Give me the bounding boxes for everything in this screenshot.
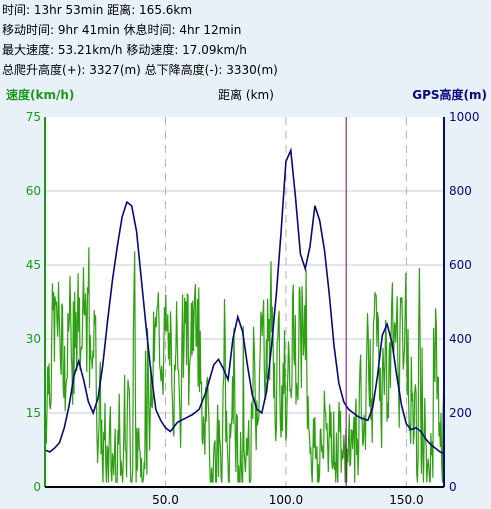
left-tick-label: 15 [26,406,41,420]
stats-line-ascent-descent: 总爬升高度(+): 3327(m) 总下降高度(-): 3330(m) [2,63,278,77]
x-tick-label: 100.0 [269,493,303,507]
axes [44,117,445,488]
tick-labels: 0 15 30 45 60 75 0 200 400 600 800 1000 50.0 100.0 150… [26,110,480,507]
trip-stats-panel: 时间: 13hr 53min 距离: 165.6km 移动时间: 9hr 41m… [0,0,491,80]
right-axis-label: GPS高度(m) [412,87,487,102]
right-tick-label: 1000 [449,110,480,124]
left-tick-label: 30 [26,332,41,346]
left-tick-label: 75 [26,110,41,124]
speed-series [44,247,445,483]
right-tick-label: 200 [449,406,472,420]
right-tick-label: 400 [449,332,472,346]
right-tick-label: 600 [449,258,472,272]
x-tick-label: 50.0 [152,493,179,507]
right-tick-label: 0 [449,480,457,494]
right-tick-label: 800 [449,184,472,198]
stats-line-time-distance: 时间: 13hr 53min 距离: 165.6km [2,3,193,17]
left-tick-label: 0 [33,480,41,494]
speed-elevation-chart: 0 15 30 45 60 75 0 200 400 600 800 1000 50.0 100.0 150… [6,87,487,507]
plot-area [45,117,444,487]
speed-line [44,247,445,483]
left-axis-label: 速度(km/h) [6,87,74,102]
stats-line-speed: 最大速度: 53.21km/h 移动速度: 17.09km/h [2,43,247,57]
x-axis-label: 距离 (km) [218,87,274,102]
left-tick-label: 45 [26,258,41,272]
elevation-series [44,147,445,455]
left-tick-label: 60 [26,184,41,198]
elevation-line [44,147,445,455]
x-tick-label: 150.0 [389,493,423,507]
stats-line-moving-resting: 移动时间: 9hr 41min 休息时间: 4hr 12min [2,23,242,37]
